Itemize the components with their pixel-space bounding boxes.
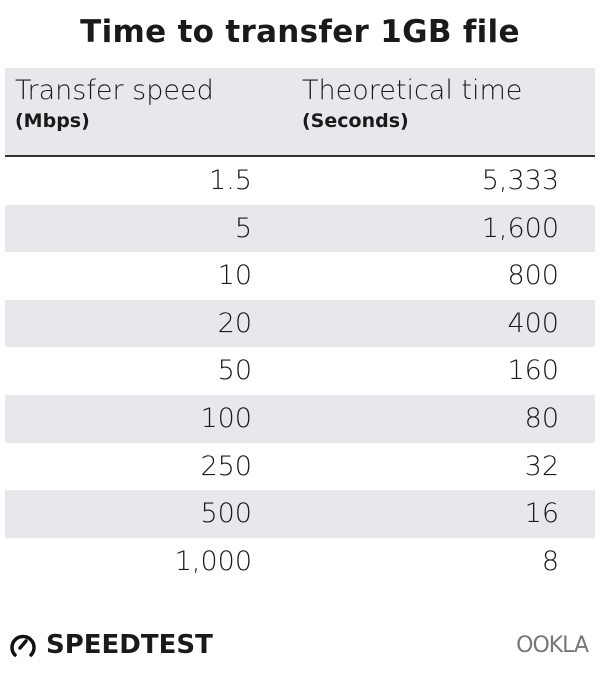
speedtest-logo: SPEEDTEST (8, 630, 213, 660)
time-cell: 1,600 (481, 212, 559, 244)
table-row: 500 16 (5, 490, 595, 538)
header-speed: Transfer speed (Mbps) (15, 74, 214, 134)
header-time: Theoretical time (Seconds) (302, 74, 522, 134)
time-cell: 5,333 (481, 165, 559, 196)
table-row: 100 80 (5, 394, 595, 443)
time-cell: 800 (507, 260, 559, 292)
speed-cell: 50 (217, 355, 252, 387)
speed-cell: 100 (200, 402, 252, 434)
speed-cell: 1.5 (209, 165, 252, 196)
speed-cell: 20 (217, 307, 252, 339)
table-row: 1,000 8 (5, 538, 595, 586)
time-cell: 400 (507, 307, 559, 339)
speedometer-icon (10, 634, 36, 657)
header-unit: (Mbps) (15, 110, 90, 132)
speed-cell: 10 (217, 260, 252, 292)
table-row: 250 32 (5, 443, 595, 491)
time-cell: 8 (541, 545, 559, 577)
speed-cell: 1,000 (174, 545, 252, 577)
speed-cell: 250 (200, 450, 252, 482)
header-unit: (Seconds) (302, 110, 409, 132)
header-label: Transfer speed (15, 75, 214, 106)
table-row: 50 160 (5, 347, 595, 395)
speedtest-wordmark: SPEEDTEST (46, 630, 213, 660)
table-row: 10 800 (5, 252, 595, 300)
ookla-logo: OOKLA (516, 633, 589, 658)
time-cell: 16 (524, 498, 559, 530)
table-row: 5 1,600 (5, 204, 595, 253)
speed-cell: 5 (234, 212, 252, 244)
speed-cell: 500 (200, 498, 252, 530)
table-row: 1.5 5,333 (5, 157, 595, 205)
chart-title: Time to transfer 1GB file (80, 14, 520, 50)
header-label: Theoretical time (302, 75, 523, 106)
time-cell: 32 (524, 450, 559, 482)
time-cell: 160 (507, 355, 559, 387)
transfer-table: Transfer speed (Mbps) Theoretical time (Se… (5, 68, 595, 585)
table-row: 20 400 (5, 299, 595, 348)
time-cell: 80 (524, 402, 559, 434)
table-header: Transfer speed (Mbps) Theoretical time (Se… (5, 68, 595, 157)
